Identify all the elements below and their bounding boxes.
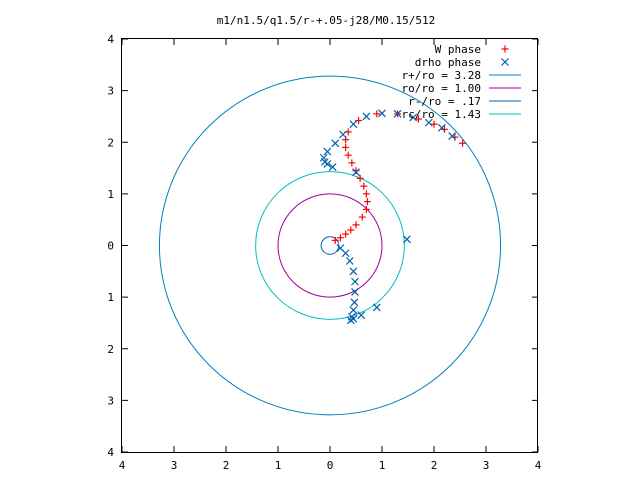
- drho-phase-point: [437, 123, 446, 132]
- x-tick-label: 1: [275, 459, 282, 472]
- legend-label: ro/ro = 1.00: [402, 82, 481, 95]
- y-tick-label: 4: [107, 33, 114, 46]
- x-tick-label: 0: [327, 459, 334, 472]
- w-phase-point: [440, 125, 448, 133]
- drho-phase-point: [328, 163, 337, 171]
- legend-sample-marker: [501, 45, 509, 53]
- w-phase-point: [352, 167, 360, 175]
- drho-phase-point: [349, 314, 358, 323]
- x-tick-label: 3: [171, 459, 178, 472]
- w-phase-point: [352, 221, 360, 229]
- points-layer: [319, 109, 467, 325]
- w-phase-point: [355, 117, 363, 125]
- drho-phase-point: [341, 249, 350, 258]
- w-phase-point: [342, 143, 350, 151]
- w-phase-point: [414, 115, 422, 123]
- drho-phase-point: [345, 257, 354, 265]
- drho-phase-point: [319, 153, 328, 162]
- w-phase-point: [459, 139, 467, 147]
- w-phase-point: [360, 182, 368, 190]
- y-tick-label: 0: [107, 240, 114, 253]
- circle-ro-ro: [277, 193, 383, 298]
- w-phase-point: [362, 190, 370, 198]
- y-tick-label: 3: [107, 394, 114, 407]
- w-phase-point: [348, 159, 356, 167]
- drho-phase-point: [351, 288, 359, 296]
- w-phase-point: [331, 236, 339, 244]
- drho-phase-point: [349, 306, 358, 314]
- w-phase-point: [430, 120, 438, 128]
- drho-phase-point: [409, 113, 418, 122]
- x-tick-label: 2: [431, 459, 438, 472]
- drho-phase-point: [357, 311, 366, 320]
- drho-phase-point: [350, 298, 359, 307]
- drho-phase-point: [378, 109, 386, 118]
- legend-label: drho phase: [415, 56, 481, 69]
- y-tick-label: 1: [107, 291, 114, 304]
- y-tick-label: 2: [107, 343, 114, 356]
- w-phase-point: [373, 110, 381, 118]
- x-tick-label: 4: [119, 459, 126, 472]
- y-tick-label: 4: [107, 446, 114, 459]
- x-tick-label: 3: [483, 459, 490, 472]
- drho-phase-point: [362, 112, 371, 121]
- drho-phase-point: [331, 139, 340, 148]
- w-phase-point: [344, 151, 352, 159]
- w-phase-point: [347, 226, 355, 234]
- w-phase-point: [356, 174, 364, 182]
- legend-label: r+/ro = 3.28: [402, 69, 481, 82]
- w-phase-point: [362, 205, 370, 213]
- circle-r--ro: [320, 236, 340, 255]
- legend-sample-marker: [501, 58, 509, 66]
- w-phase-point: [358, 213, 366, 221]
- drho-phase-point: [339, 130, 347, 139]
- legend-label: r-/ro = .17: [408, 95, 481, 108]
- w-phase-point: [336, 234, 344, 242]
- circles-layer: [158, 75, 502, 416]
- chart-title: m1/n1.5/q1.5/r-+.05-j28/M0.15/512: [217, 14, 436, 27]
- drho-phase-point: [349, 267, 358, 276]
- drho-phase-point: [372, 303, 381, 312]
- drho-phase-point: [448, 132, 457, 140]
- circle-r+-ro: [158, 75, 502, 416]
- drho-phase-point: [351, 277, 359, 286]
- drho-phase-point: [323, 147, 332, 156]
- legend-label: rc/ro = 1.43: [402, 108, 481, 121]
- x-tick-label: 2: [223, 459, 230, 472]
- y-tick-label: 1: [107, 188, 114, 201]
- drho-phase-point: [403, 235, 411, 244]
- drho-phase-point: [393, 109, 402, 118]
- y-tick-label: 2: [107, 136, 114, 149]
- legend-label: W phase: [435, 43, 481, 56]
- x-tick-label: 4: [535, 459, 542, 472]
- y-tick-label: 3: [107, 85, 114, 98]
- drho-phase-point: [424, 118, 433, 127]
- w-phase-point: [363, 198, 371, 206]
- x-tick-label: 1: [379, 459, 386, 472]
- circle-rc-ro: [255, 171, 405, 320]
- w-phase-point: [451, 133, 459, 141]
- w-phase-point: [342, 230, 350, 238]
- drho-phase-point: [349, 120, 358, 129]
- drho-phase-point: [352, 168, 360, 177]
